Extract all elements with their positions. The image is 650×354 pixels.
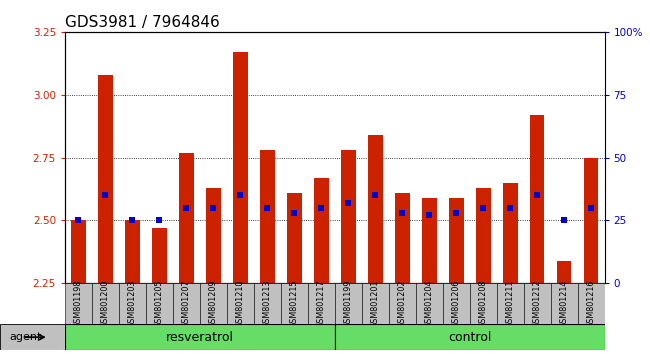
Bar: [361, 283, 389, 324]
Bar: [524, 283, 551, 324]
Bar: [530, 115, 545, 283]
Bar: [551, 283, 577, 324]
Bar: [92, 283, 119, 324]
Bar: [422, 198, 437, 283]
Bar: [179, 153, 194, 283]
Text: GSM801217: GSM801217: [317, 279, 326, 328]
Bar: [335, 283, 361, 324]
Text: GSM801204: GSM801204: [424, 279, 434, 328]
Bar: [308, 283, 335, 324]
Point: [289, 210, 300, 216]
Point: [559, 217, 569, 223]
Bar: [416, 283, 443, 324]
Text: GSM801216: GSM801216: [586, 279, 595, 328]
Bar: [314, 178, 329, 283]
Bar: [98, 75, 113, 283]
Bar: [448, 198, 463, 283]
Text: GSM801212: GSM801212: [532, 279, 541, 328]
Bar: [206, 188, 221, 283]
Bar: [584, 158, 599, 283]
Text: GSM801198: GSM801198: [74, 279, 83, 328]
Bar: [119, 283, 146, 324]
Point: [100, 193, 110, 198]
Bar: [556, 261, 571, 283]
Bar: [281, 283, 308, 324]
Point: [451, 210, 462, 216]
Point: [127, 217, 138, 223]
Text: GSM801199: GSM801199: [344, 279, 353, 328]
Point: [424, 212, 434, 218]
Point: [73, 217, 84, 223]
Bar: [502, 183, 517, 283]
Text: GSM801215: GSM801215: [290, 279, 299, 328]
Point: [397, 210, 408, 216]
Bar: [65, 324, 335, 350]
Bar: [335, 324, 604, 350]
Bar: [173, 283, 200, 324]
Text: GSM801205: GSM801205: [155, 279, 164, 328]
Text: GSM801214: GSM801214: [560, 279, 569, 328]
Text: GSM801210: GSM801210: [236, 279, 245, 328]
Point: [478, 205, 488, 211]
Bar: [200, 283, 227, 324]
Text: GDS3981 / 7964846: GDS3981 / 7964846: [65, 15, 220, 30]
Text: GSM801200: GSM801200: [101, 279, 110, 328]
Point: [343, 200, 354, 206]
Bar: [476, 188, 491, 283]
Text: GSM801206: GSM801206: [452, 279, 461, 328]
Bar: [287, 193, 302, 283]
Text: resveratrol: resveratrol: [166, 331, 234, 344]
Point: [154, 217, 164, 223]
Bar: [368, 135, 383, 283]
Text: agent: agent: [10, 332, 42, 342]
Bar: [395, 193, 410, 283]
Bar: [260, 150, 275, 283]
Point: [235, 193, 246, 198]
Point: [262, 205, 272, 211]
Bar: [577, 283, 605, 324]
Bar: [443, 283, 470, 324]
Text: GSM801211: GSM801211: [506, 279, 515, 328]
Text: GSM801201: GSM801201: [370, 279, 380, 328]
Text: GSM801203: GSM801203: [128, 279, 137, 328]
Bar: [65, 283, 92, 324]
Text: GSM801209: GSM801209: [209, 279, 218, 328]
Text: GSM801202: GSM801202: [398, 279, 407, 328]
Text: control: control: [448, 331, 491, 344]
Bar: [146, 283, 173, 324]
Bar: [389, 283, 416, 324]
Point: [181, 205, 192, 211]
Bar: [254, 283, 281, 324]
Text: GSM801207: GSM801207: [182, 279, 191, 328]
Bar: [125, 220, 140, 283]
Bar: [227, 283, 254, 324]
Point: [208, 205, 218, 211]
Point: [370, 193, 380, 198]
Point: [532, 193, 542, 198]
Bar: [71, 220, 86, 283]
Bar: [497, 283, 524, 324]
Bar: [152, 228, 167, 283]
Point: [505, 205, 515, 211]
Text: GSM801208: GSM801208: [478, 279, 488, 328]
Point: [586, 205, 596, 211]
Text: GSM801213: GSM801213: [263, 279, 272, 328]
Bar: [341, 150, 356, 283]
Point: [316, 205, 326, 211]
Bar: [470, 283, 497, 324]
Bar: [233, 52, 248, 283]
